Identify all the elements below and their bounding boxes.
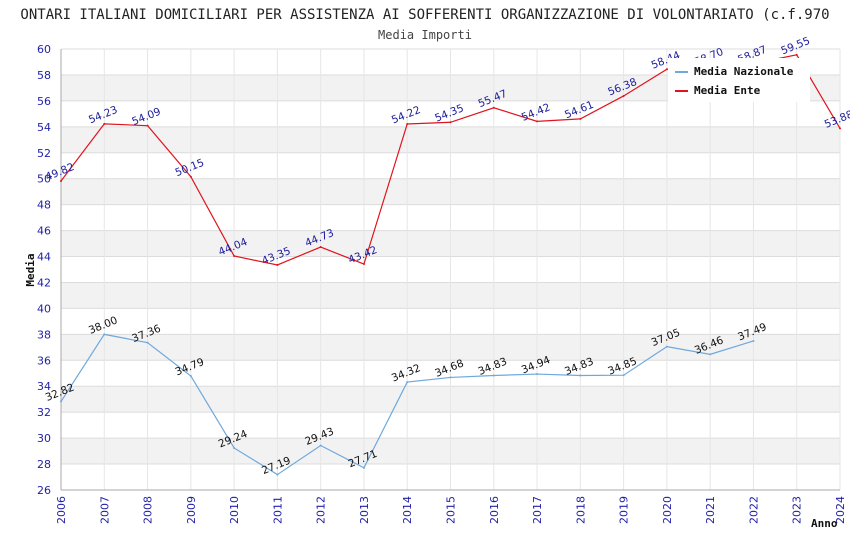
y-tick-label: 50 xyxy=(37,173,51,186)
data-point-media-nazionale xyxy=(536,373,539,376)
legend-box xyxy=(668,58,810,102)
x-tick-label: 2012 xyxy=(315,496,328,524)
x-tick-label: 2024 xyxy=(834,496,847,524)
data-point-media-nazionale xyxy=(146,341,149,344)
data-label-media-ente: 54.61 xyxy=(563,99,595,121)
data-point-media-nazionale xyxy=(406,381,409,384)
x-tick-label: 2020 xyxy=(661,496,674,524)
x-axis-title: Anno xyxy=(811,517,838,530)
x-tick-label: 2016 xyxy=(488,496,501,524)
data-point-media-ente xyxy=(189,175,192,178)
chart-title: ONTARI ITALIANI DOMICILIARI PER ASSISTEN… xyxy=(20,7,829,23)
data-point-media-ente xyxy=(839,127,841,130)
data-point-media-nazionale xyxy=(276,473,279,476)
x-tick-label: 2010 xyxy=(228,496,241,524)
x-tick-label: 2018 xyxy=(574,496,587,524)
x-tick-label: 2023 xyxy=(791,496,804,524)
data-point-media-nazionale xyxy=(319,444,322,447)
x-tick-label: 2013 xyxy=(358,496,371,524)
data-label-media-ente: 54.35 xyxy=(433,102,465,124)
legend: Media Nazionale Media Ente xyxy=(668,58,810,102)
y-tick-label: 56 xyxy=(37,95,51,108)
x-tick-label: 2019 xyxy=(618,496,631,524)
y-tick-label: 36 xyxy=(37,354,51,367)
y-tick-label: 58 xyxy=(37,69,51,82)
y-tick-label: 60 xyxy=(37,43,51,56)
data-point-media-ente xyxy=(319,246,322,249)
data-point-media-ente xyxy=(579,117,582,120)
data-point-media-ente xyxy=(449,121,452,124)
x-tick-label: 2015 xyxy=(445,496,458,524)
data-point-media-ente xyxy=(60,180,62,183)
y-tick-label: 34 xyxy=(37,380,51,393)
y-tick-label: 48 xyxy=(37,199,51,212)
data-point-media-nazionale xyxy=(492,374,495,377)
y-tick-label: 30 xyxy=(37,432,51,445)
x-tick-label: 2008 xyxy=(142,496,155,524)
legend-label-media-ente: Media Ente xyxy=(694,84,761,97)
data-point-media-nazionale xyxy=(362,466,365,469)
x-tick-label: 2022 xyxy=(747,496,760,524)
data-point-media-ente xyxy=(622,94,625,97)
data-point-media-nazionale xyxy=(189,374,192,377)
data-point-media-nazionale xyxy=(233,446,236,449)
data-label-media-ente: 59.55 xyxy=(779,35,811,57)
data-point-media-ente xyxy=(492,106,495,109)
y-tick-label: 42 xyxy=(37,276,51,289)
y-tick-label: 54 xyxy=(37,121,51,134)
x-tick-label: 2009 xyxy=(185,496,198,524)
data-point-media-ente xyxy=(795,53,798,56)
chart-subtitle: Media Importi xyxy=(378,28,472,42)
x-tick-label: 2011 xyxy=(271,496,284,524)
y-axis-title: Media xyxy=(24,253,37,286)
y-tick-label: 38 xyxy=(37,328,51,341)
data-point-media-nazionale xyxy=(752,339,755,342)
data-point-media-ente xyxy=(276,263,279,266)
x-tick-label: 2006 xyxy=(55,496,68,524)
x-axis-ticks: 2006 2007 2008 2009 2010 2011 2012 2013 2014 2015… xyxy=(55,496,847,524)
data-point-media-ente xyxy=(146,124,149,127)
y-axis-ticks: 26 28 30 32 34 36 38 40 42 44 46 48 50 52 54 56 58 60 xyxy=(37,43,51,497)
data-point-media-nazionale xyxy=(103,333,106,336)
x-tick-label: 2017 xyxy=(531,496,544,524)
data-point-media-nazionale xyxy=(60,400,62,403)
data-point-media-nazionale xyxy=(622,374,625,377)
data-point-media-ente xyxy=(406,122,409,125)
data-point-media-nazionale xyxy=(709,353,712,356)
data-point-media-ente xyxy=(665,68,668,71)
data-point-media-ente xyxy=(233,255,236,258)
data-label-media-ente: 54.23 xyxy=(87,104,119,126)
data-point-media-nazionale xyxy=(665,345,668,348)
y-tick-label: 32 xyxy=(37,406,51,419)
y-tick-label: 44 xyxy=(37,251,51,264)
data-point-media-ente xyxy=(103,122,106,125)
x-tick-label: 2014 xyxy=(401,496,414,524)
y-tick-label: 40 xyxy=(37,302,51,315)
data-point-media-nazionale xyxy=(449,376,452,379)
data-point-media-ente xyxy=(362,263,365,266)
x-tick-label: 2007 xyxy=(98,496,111,524)
data-label-media-nazionale: 38.00 xyxy=(87,314,119,336)
data-point-media-ente xyxy=(536,120,539,123)
x-tick-label: 2021 xyxy=(704,496,717,524)
data-label-media-ente: 54.09 xyxy=(130,106,162,128)
y-tick-label: 26 xyxy=(37,484,51,497)
y-tick-label: 28 xyxy=(37,458,51,471)
y-tick-label: 46 xyxy=(37,225,51,238)
y-tick-label: 52 xyxy=(37,147,51,160)
legend-label-media-nazionale: Media Nazionale xyxy=(694,65,794,78)
data-point-media-nazionale xyxy=(579,374,582,377)
